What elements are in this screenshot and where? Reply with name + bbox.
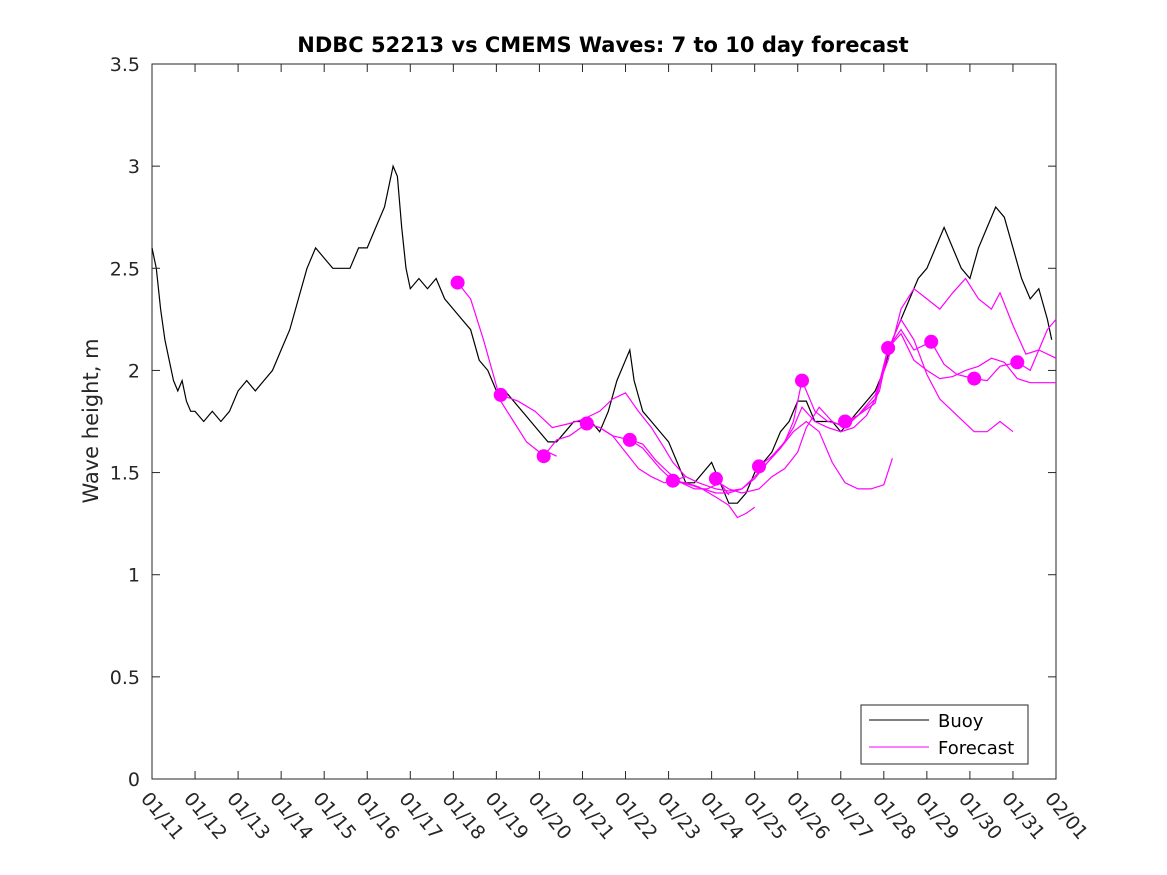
y-tick-label: 2 [128,360,140,382]
forecast-marker-11 [881,341,896,355]
x-tick-label: 01/25 [739,788,791,844]
forecast-marker-2 [493,387,508,402]
x-tick-label: 01/21 [567,788,619,844]
legend-buoy-label: Buoy [938,711,984,732]
forecast-marker-12 [924,334,939,349]
x-tick-label: 01/30 [954,788,1006,844]
forecast-marker-3 [536,449,551,464]
y-axis-label: Wave height, m [79,338,103,503]
y-tick-label: 1.5 [110,463,140,485]
x-tick-label: 01/27 [825,788,877,844]
x-tick-label: 01/16 [351,788,403,844]
x-tick-label: 02/01 [1040,788,1092,844]
x-tick-label: 01/28 [868,788,920,844]
y-axis: 0 0.5 1 1.5 2 2.5 3 3.5 [110,54,1056,791]
y-tick-label: 3 [128,156,140,178]
forecast-line-9 [844,319,1057,423]
x-tick-label: 01/17 [394,788,446,844]
x-tick-label: 01/13 [222,788,274,844]
forecast-marker-8 [752,459,766,474]
x-tick-label: 01/19 [481,788,533,844]
x-tick-label: 01/22 [610,788,662,844]
y-tick-label: 3.5 [110,54,140,76]
forecast-line-7 [715,277,1057,494]
forecast-line-2 [500,392,687,478]
x-tick-label: 01/14 [265,788,317,844]
y-tick-label: 2.5 [110,258,140,280]
x-tick-label: 01/12 [179,788,231,844]
forecast-marker-13 [967,371,982,386]
y-tick-label: 1 [128,565,140,587]
x-tick-label: 01/31 [997,788,1049,844]
x-tick-label: 01/24 [696,788,748,844]
legend: Buoy Forecast [860,704,1029,765]
forecast-marker-1 [450,275,465,290]
x-tick-label: 01/26 [782,788,834,844]
x-tick-label: 01/15 [308,788,360,844]
forecast-marker-9 [795,373,809,388]
chart-title: NDBC 52213 vs CMEMS Waves: 7 to 10 day f… [297,33,908,57]
y-tick-label: 0 [128,769,140,791]
x-tick-label: 01/11 [136,788,188,844]
x-tick-label: 01/20 [524,788,576,844]
legend-forecast-label: Forecast [938,738,1014,759]
x-tick-label: 01/18 [437,788,489,844]
x-tick-label: 01/29 [911,788,963,844]
y-tick-label: 0.5 [110,667,140,689]
forecast-marker-5 [622,432,637,447]
forecast-marker-4 [579,416,594,431]
x-tick-label: 01/23 [653,788,705,844]
forecast-marker-10 [838,414,853,429]
forecast-marker-6 [665,473,680,488]
forecast-marker-7 [708,471,723,486]
forecast-marker-14 [1010,355,1025,370]
forecast-markers [450,275,1025,488]
legend-box [860,704,1029,765]
